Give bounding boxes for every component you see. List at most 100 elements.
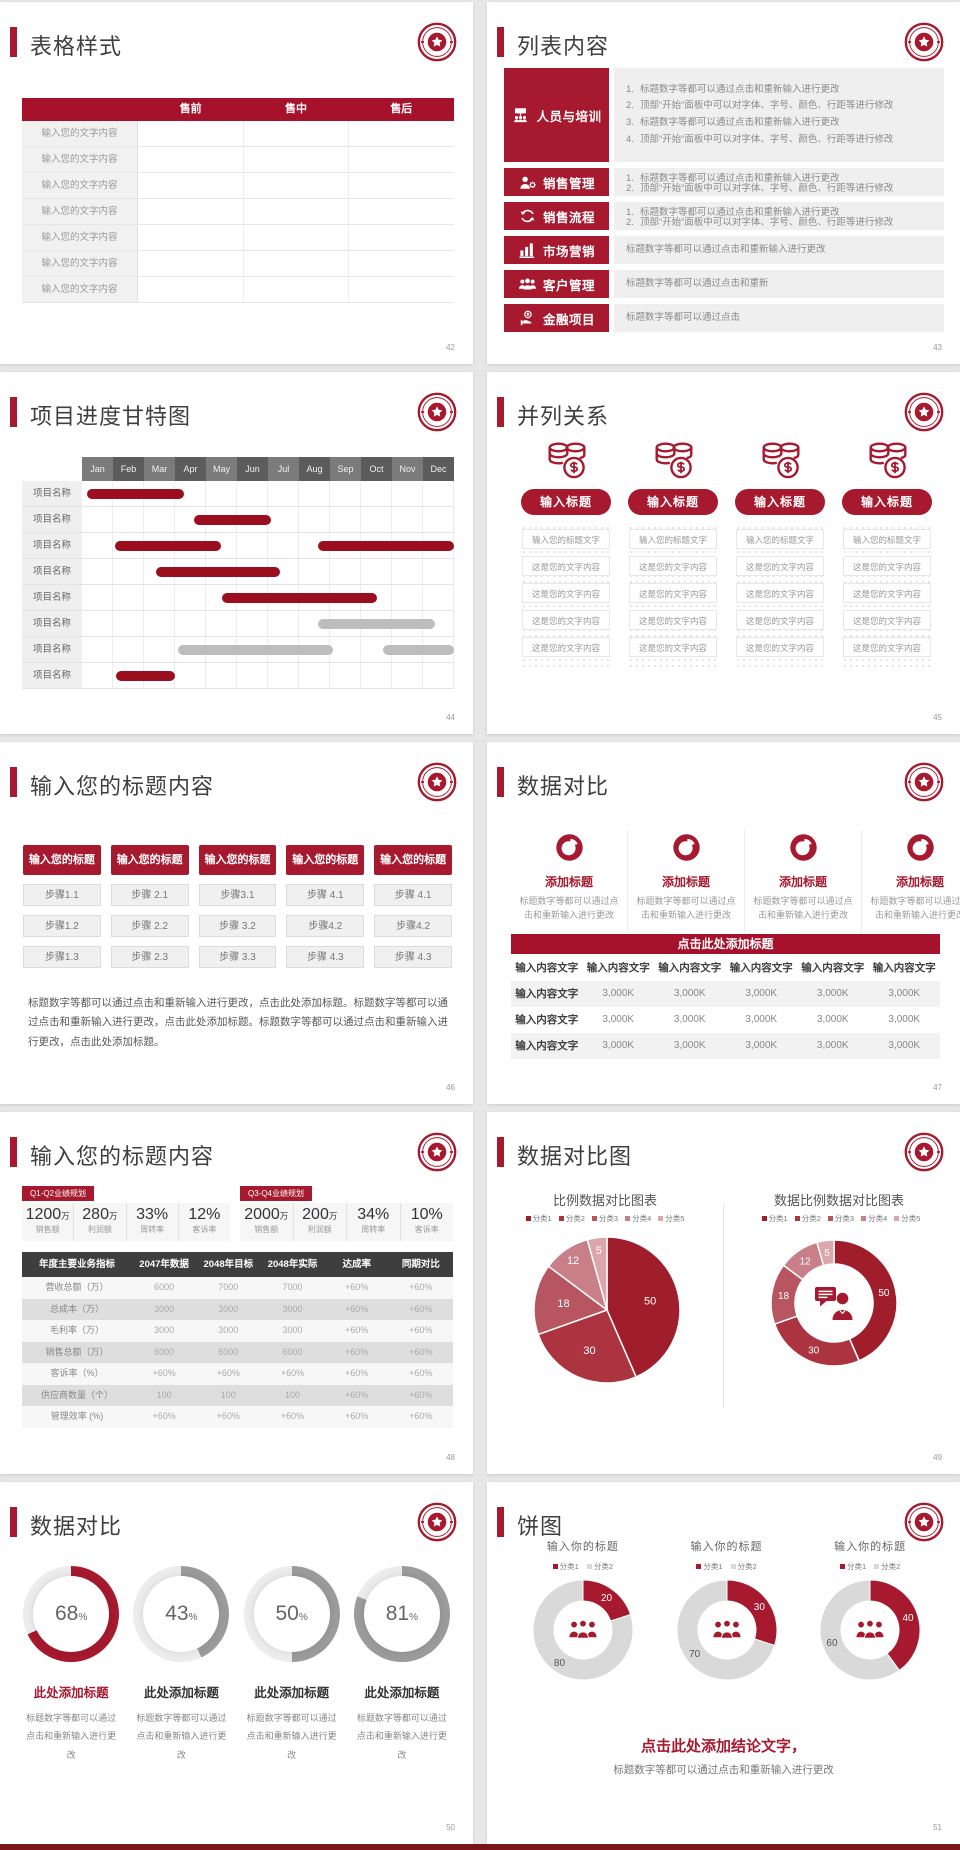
- slide-gantt-chart[interactable]: 项目进度甘特图 Jan Feb Mar Apr May Jun Jul Aug Sep Oct No…: [0, 372, 473, 734]
- list-item-header: 市场营销: [504, 236, 609, 264]
- donut-legend: 分类1 分类2: [655, 1561, 799, 1572]
- slide-table-style[interactable]: 表格样式 售前 售中 售后 输入您的文字内容 输入您的文字内容 输入您的文字内容 输入您的…: [0, 2, 473, 364]
- donut-item: 输入你的标题 分类1 分类2 20 80: [511, 1538, 655, 1682]
- feature-description: 标题数字等都可以通过点击和重新输入进行更改: [870, 896, 960, 920]
- legend-item: 分类3: [827, 1213, 854, 1224]
- seal-logo-icon: [417, 1502, 457, 1542]
- table-row: 输入您的文字内容: [22, 173, 455, 199]
- slide-list-content[interactable]: 列表内容 人员与培训 1. 标题数字等都可以通过点击和重新输入进行更改 2. 顶部“开始…: [487, 2, 960, 364]
- title-accent-bar: [497, 1137, 504, 1167]
- donut-title: 输入你的标题: [834, 1541, 907, 1553]
- slide-header: 并列关系: [497, 392, 946, 436]
- list-item: 销售管理 1. 标题数字等都可以通过点击和重新输入进行更改 2. 顶部“开始”面板中可以…: [504, 168, 944, 196]
- table-row: 供应商数量（个） 100 100 100 +60% +60%: [22, 1384, 453, 1406]
- table-cell: [243, 199, 350, 224]
- table-cell: 3000: [282, 1303, 303, 1314]
- list-number: 2.: [626, 183, 634, 192]
- gauge-title: 此处添加标题: [364, 1686, 440, 1700]
- stat-unit: 万: [328, 1211, 338, 1221]
- table-header-cell: 售中: [284, 103, 307, 115]
- banner-title: 点击此处添加标题: [511, 934, 940, 954]
- table-cell: +60%: [345, 1411, 369, 1421]
- svg-text:30: 30: [583, 1345, 595, 1357]
- stat-label: 销售额: [254, 1225, 279, 1234]
- stat-number: 10%: [410, 1206, 443, 1223]
- gantt-bar: [116, 671, 175, 681]
- parallel-columns: 输入标题 输入您的标题文字 这是您的文字内容 这是您的文字内容 这是您的文字内容 这是您的…: [521, 440, 932, 668]
- slide-pie-charts[interactable]: 数据对比图 比例数据对比图表 数据比例数据对比图表 分类1 分类2 分类3 分类4 分类…: [487, 1112, 960, 1474]
- legend-label: 分类3: [598, 1214, 619, 1223]
- step-item: 步骤 2.1: [110, 884, 189, 906]
- coins-icon: [650, 440, 696, 482]
- gantt-row: 项目名称: [22, 533, 454, 559]
- step-item: 步骤1.2: [23, 915, 101, 937]
- column-row: 这是您的文字内容: [736, 637, 824, 657]
- gantt-month-cell: Jan: [82, 457, 113, 481]
- slide-parallel-relation[interactable]: 并列关系 输入标题 输入您的标题文字 这是您的文字内容 这是您的文字内容 这是您的文字内…: [487, 372, 960, 734]
- list-item-header: 客户管理: [504, 270, 609, 298]
- list-item-header: 销售管理: [504, 168, 609, 196]
- pie-icon: [906, 834, 934, 861]
- list-item: 金融项目 标题数字等都可以通过点击: [504, 304, 944, 332]
- list-item-content: 标题数字等都可以通过点击: [614, 304, 944, 332]
- list-item-content: 1. 标题数字等都可以通过点击和重新输入进行更改 2. 顶部“开始”面板中可以对字体、…: [614, 168, 944, 196]
- gauge-value: 81%: [354, 1566, 450, 1662]
- list-item-header: 人员与培训: [504, 68, 609, 162]
- step-column-header: 输入您的标题: [198, 845, 277, 875]
- legend-label: 分类5: [901, 1214, 921, 1223]
- step-item: 步骤 3.2: [198, 915, 277, 937]
- slide-steps[interactable]: 输入您的标题内容 输入您的标题 步骤1.1 步骤1.2 步骤1.3 输入您的标题 步骤 2…: [0, 742, 473, 1104]
- gauge-value: 68%: [23, 1566, 119, 1662]
- gantt-track: [82, 481, 454, 506]
- table-header-cell: 2047年数据: [139, 1259, 189, 1270]
- table-cell: [243, 225, 350, 250]
- stat-label: 周转率: [361, 1225, 386, 1234]
- step-column-header: 输入您的标题: [23, 845, 101, 875]
- table-cell: +60%: [345, 1303, 369, 1314]
- stat-label: 利润额: [87, 1225, 112, 1234]
- table-cell: +60%: [280, 1368, 305, 1378]
- slide-kpi-table[interactable]: 输入您的标题内容 Q1-Q2业绩规划 1200万 销售额 280万 利润额 33% 周转率 1…: [0, 1112, 473, 1474]
- stat-value: 33%: [127, 1206, 178, 1224]
- column-header: 输入标题: [521, 489, 611, 515]
- kpi-table: 年度主要业务指标 2047年数据 2048年目标 2048年实际 达成率 同期对比 营收总…: [22, 1252, 453, 1428]
- legend-item: 分类5: [894, 1213, 920, 1224]
- table-row: 输入您的文字内容: [22, 121, 455, 147]
- gantt-bar: [382, 645, 454, 655]
- gauge-value: 50%: [244, 1566, 340, 1662]
- stat-group-tag: Q1-Q2业绩规划: [22, 1186, 95, 1201]
- table-cell: 3,000K: [673, 1040, 706, 1051]
- stat-item: 34% 周转率: [346, 1203, 400, 1241]
- column-row: 输入您的标题文字: [629, 529, 717, 549]
- list-item-content: 标题数字等都可以通过点击和重新: [614, 270, 944, 298]
- gantt-bar: [317, 619, 436, 629]
- list-item: 客户管理 标题数字等都可以通过点击和重新: [504, 270, 944, 298]
- step-columns: 输入您的标题 步骤1.1 步骤1.2 步骤1.3 输入您的标题 步骤 2.1 步骤 2.2 步…: [23, 845, 452, 968]
- table-cell: [243, 173, 350, 198]
- list-item-line: 4. 顶部“开始”面板中可以对字体、字号、颜色、行距等进行修改: [626, 132, 932, 149]
- list-item-header: 销售流程: [504, 202, 609, 230]
- step-item: 步骤1.3: [23, 946, 101, 968]
- legend-label: 分类1: [532, 1214, 552, 1223]
- gauge-number: 68: [54, 1602, 79, 1625]
- legend-swatch: [827, 1216, 833, 1221]
- stat-group-panel: 1200万 销售额 280万 利润额 33% 周转率 12% 客诉率: [22, 1203, 230, 1241]
- list-item-line: 2. 顶部“开始”面板中可以对字体、字号、颜色、行距等进行修改: [626, 98, 932, 115]
- table-cell: 100: [156, 1389, 172, 1400]
- stat-group-panel: 2000万 销售额 200万 利润额 34% 周转率 10% 客诉率: [240, 1203, 453, 1241]
- legend-label: 分类4: [632, 1214, 652, 1223]
- compare-table: 输入内容文字 输入内容文字 输入内容文字 输入内容文字 输入内容文字 输入内容文字 输入内…: [511, 956, 940, 1059]
- legend-swatch: [658, 1216, 664, 1221]
- table-cell: +60%: [280, 1411, 305, 1421]
- stat-label: 销售额: [35, 1225, 60, 1234]
- slide-pie-trio[interactable]: 饼图 输入你的标题 分类1 分类2 20 80 输入你的标题 分类1 分类2 30 70 输入你的标…: [487, 1482, 960, 1844]
- donut-title: 输入你的标题: [546, 1541, 619, 1553]
- slide-gauge-compare[interactable]: 数据对比 68% 此处添加标题 标题数字等都可以通过点击和重新输入进行更改 43% 此处…: [0, 1482, 473, 1844]
- step-column: 输入您的标题 步骤 4.1 步骤4.2 步骤 4.3: [286, 845, 365, 968]
- bar-chart-icon: [518, 242, 537, 258]
- step-item: 步骤4.2: [374, 915, 452, 937]
- stat-number: 200: [302, 1206, 329, 1223]
- parallel-column: 输入标题 输入您的标题文字 这是您的文字内容 这是您的文字内容 这是您的文字内容 这是您的…: [521, 440, 611, 668]
- slide-data-compare[interactable]: 数据对比 添加标题 标题数字等都可以通过点击和重新输入进行更改 添加标题 标题数字等都…: [487, 742, 960, 1104]
